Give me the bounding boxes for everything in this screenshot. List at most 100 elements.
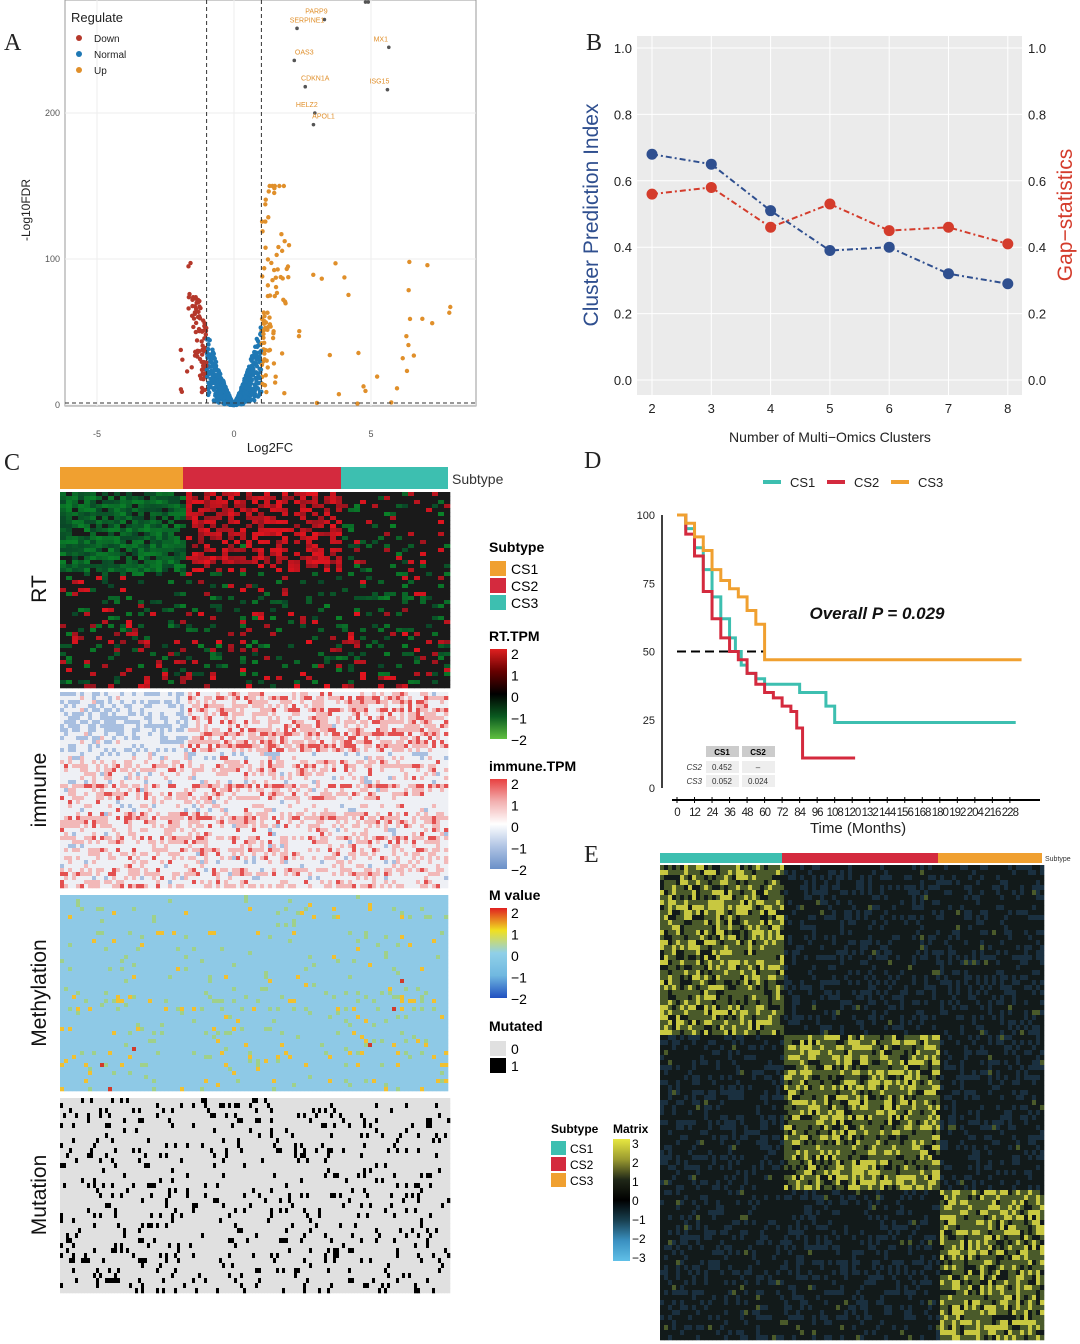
volcano-point bbox=[193, 306, 199, 312]
volcano-point bbox=[261, 382, 266, 387]
volcano-point bbox=[187, 291, 192, 297]
y-tick-label: 200 bbox=[45, 108, 60, 118]
legend-label: Up bbox=[94, 66, 107, 77]
labeled-point bbox=[311, 122, 316, 127]
legend-tick: 1 bbox=[511, 668, 519, 684]
volcano-point bbox=[271, 329, 276, 334]
labeled-point bbox=[322, 17, 327, 22]
volcano-point bbox=[261, 310, 266, 315]
subtype-annotation-bar bbox=[60, 467, 183, 489]
x-tick-label: 8 bbox=[1004, 401, 1011, 416]
volcano-point bbox=[199, 385, 205, 391]
legend-swatch bbox=[551, 1157, 566, 1171]
x-tick-label: 120 bbox=[844, 807, 861, 819]
legend-tick: 1 bbox=[511, 1058, 519, 1074]
volcano-point bbox=[206, 354, 211, 359]
volcano-point bbox=[206, 346, 211, 352]
legend-tick: 2 bbox=[632, 1156, 639, 1170]
volcano-point bbox=[264, 389, 269, 395]
volcano-point bbox=[258, 325, 263, 330]
volcano-point bbox=[246, 376, 251, 382]
y2-tick-label: 0.8 bbox=[1028, 107, 1046, 122]
rt-heatmap bbox=[60, 492, 451, 689]
row-label-immune: immune bbox=[28, 753, 51, 828]
volcano-point bbox=[200, 343, 205, 348]
volcano-point bbox=[404, 368, 410, 374]
volcano-point bbox=[356, 350, 361, 356]
volcano-point bbox=[259, 219, 265, 224]
labeled-point bbox=[303, 84, 308, 89]
volcano-point bbox=[286, 242, 292, 248]
x-tick-label: 168 bbox=[914, 807, 931, 819]
y2-tick-label: 0.0 bbox=[1028, 373, 1046, 388]
volcano-point bbox=[199, 352, 205, 357]
volcano-point bbox=[263, 197, 268, 202]
legend-swatch bbox=[490, 595, 506, 610]
table-header-cell bbox=[742, 746, 775, 757]
table-cell bbox=[742, 761, 775, 773]
legend-tick: −1 bbox=[511, 970, 527, 986]
volcano-point bbox=[191, 324, 196, 330]
volcano-point bbox=[319, 276, 324, 281]
volcano-point bbox=[254, 336, 259, 342]
x-tick-label: 84 bbox=[794, 807, 806, 819]
volcano-point bbox=[253, 375, 258, 381]
volcano-point bbox=[261, 331, 266, 337]
p-value-annotation: Overall P = 0.029 bbox=[810, 604, 946, 623]
y-tick-label: 100 bbox=[45, 254, 60, 264]
survival-curve-cs2 bbox=[677, 513, 856, 760]
x-tick-label: 96 bbox=[812, 807, 823, 819]
volcano-point bbox=[249, 365, 254, 371]
volcano-point bbox=[211, 398, 217, 403]
legend-tick: 2 bbox=[511, 905, 519, 921]
legend-dot bbox=[76, 35, 82, 41]
legend-tick: 0 bbox=[511, 819, 519, 835]
volcano-point bbox=[265, 327, 270, 332]
table-cell bbox=[742, 775, 775, 787]
volcano-point bbox=[206, 390, 212, 395]
volcano-point bbox=[406, 288, 411, 293]
legend-tick: −2 bbox=[632, 1232, 646, 1246]
legend-tick: −1 bbox=[511, 841, 527, 857]
x-tick-label: -5 bbox=[93, 429, 101, 439]
subtype-annotation-bar bbox=[938, 853, 1042, 863]
row-label-methylation: Methylation bbox=[28, 939, 51, 1046]
legend-swatch bbox=[490, 578, 506, 593]
matrix-color-scale bbox=[613, 1139, 630, 1261]
methylation-heatmap bbox=[60, 895, 449, 1092]
legend-label: Normal bbox=[94, 50, 126, 61]
volcano-point bbox=[252, 382, 258, 387]
volcano-point bbox=[180, 357, 185, 362]
volcano-point bbox=[259, 316, 265, 322]
labeled-point bbox=[363, 0, 368, 4]
legend-swatch bbox=[490, 1041, 506, 1056]
x-tick-label: 108 bbox=[827, 807, 844, 819]
volcano-point bbox=[271, 361, 277, 366]
volcano-point bbox=[254, 357, 259, 362]
subtype-annotation-label: Subtype bbox=[452, 471, 504, 487]
x-tick-label: 48 bbox=[742, 807, 753, 819]
volcano-point bbox=[263, 245, 268, 250]
volcano-point bbox=[254, 364, 260, 369]
volcano-point bbox=[247, 381, 253, 387]
legend-swatch bbox=[551, 1141, 566, 1155]
data-point bbox=[765, 205, 777, 217]
legend-title: Mutated bbox=[489, 1018, 543, 1034]
volcano-point bbox=[194, 338, 200, 343]
volcano-point bbox=[211, 387, 217, 393]
volcano-point bbox=[265, 257, 271, 262]
volcano-point bbox=[252, 398, 257, 403]
volcano-point bbox=[259, 362, 265, 367]
table-cell bbox=[706, 775, 739, 787]
volcano-point bbox=[297, 328, 302, 334]
y2-axis-label: Gap−statistics bbox=[1054, 149, 1077, 281]
gene-label: SERPINE1 bbox=[290, 17, 325, 24]
legend-title: Regulate bbox=[71, 10, 123, 25]
y-tick-label: 0 bbox=[55, 400, 60, 410]
mutation-heatmap bbox=[60, 1098, 451, 1294]
legend-tick: −2 bbox=[511, 732, 527, 748]
volcano-point bbox=[265, 310, 270, 315]
volcano-point bbox=[273, 374, 278, 379]
table-row-label: CS3 bbox=[686, 777, 702, 786]
